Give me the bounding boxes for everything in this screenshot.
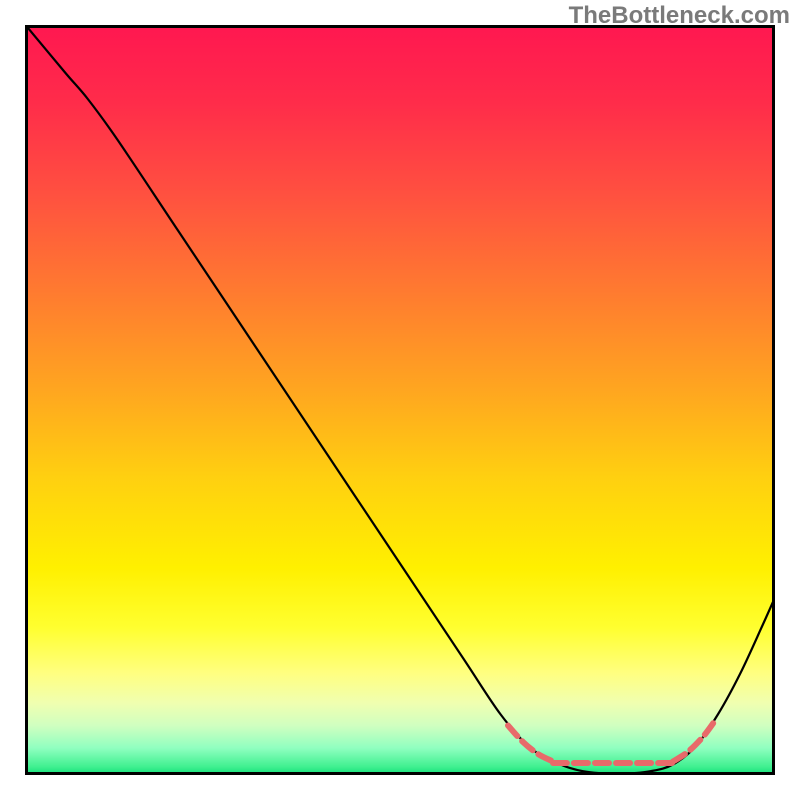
- chart-container: TheBottleneck.com: [0, 0, 800, 800]
- plot-area: [25, 25, 775, 775]
- watermark-text: TheBottleneck.com: [569, 2, 790, 30]
- chart-svg: [28, 28, 775, 775]
- gradient-background: [28, 28, 775, 775]
